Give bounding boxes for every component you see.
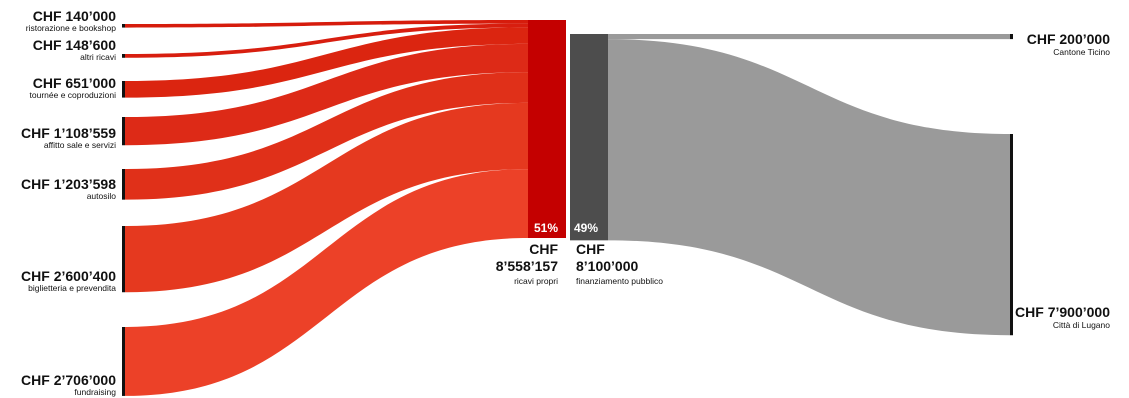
flow-fundraising [125, 169, 528, 396]
source-amount: CHF 148’600 [33, 37, 116, 53]
source-label: ristorazione e bookshop [26, 23, 117, 33]
source-node-bar [122, 226, 125, 293]
flow-affitto-sale-e-servizi [125, 43, 528, 146]
flow-Cantone-Ticino [608, 34, 1010, 40]
flow-tournée-e-coproduzioni [125, 27, 528, 98]
flow-ristorazione-e-bookshop [125, 20, 528, 28]
own-label: ricavi propri [514, 276, 558, 286]
own-percent: 51% [534, 221, 558, 235]
target-node-bar [1010, 34, 1013, 40]
source-amount: CHF 2’706’000 [21, 372, 116, 388]
source-amount: CHF 651’000 [33, 75, 116, 91]
source-node-bar [122, 327, 125, 396]
flow-altri-ricavi [125, 23, 528, 58]
target-node-bar [1010, 134, 1013, 336]
public-percent: 49% [574, 221, 598, 235]
flow-autosilo [125, 72, 528, 200]
target-label: Città di Lugano [1053, 320, 1110, 330]
source-label: affitto sale e servizi [44, 140, 116, 150]
public-label: finanziamento pubblico [576, 276, 663, 286]
target-label: Cantone Ticino [1053, 47, 1110, 57]
source-amount: CHF 1’108’559 [21, 125, 116, 141]
flow-Città-di-Lugano [608, 39, 1010, 336]
source-label: autosilo [87, 191, 117, 201]
source-amount: CHF 2’600’400 [21, 268, 116, 284]
node-ricavi-propri [528, 20, 566, 238]
source-label: tournée e coproduzioni [30, 90, 117, 100]
target-amount: CHF 7’900’000 [1015, 304, 1110, 320]
node-finanziamento-pubblico [570, 34, 608, 241]
own-amount: 8’558’157 [496, 258, 558, 274]
source-label: fundraising [74, 387, 116, 397]
source-node-bar [122, 169, 125, 200]
source-label: biglietteria e prevendita [28, 283, 116, 293]
own-currency: CHF [529, 241, 558, 257]
source-amount: CHF 1’203’598 [21, 176, 116, 192]
public-amount: 8’100’000 [576, 258, 638, 274]
source-node-bar [122, 24, 125, 28]
public-currency: CHF [576, 241, 605, 257]
source-node-bar [122, 81, 125, 98]
source-node-bar [122, 117, 125, 146]
source-label: altri ricavi [80, 52, 116, 62]
source-node-bar [122, 54, 125, 58]
target-amount: CHF 200’000 [1027, 31, 1110, 47]
flow-biglietteria-e-prevendita [125, 102, 528, 293]
source-amount: CHF 140’000 [33, 8, 116, 24]
